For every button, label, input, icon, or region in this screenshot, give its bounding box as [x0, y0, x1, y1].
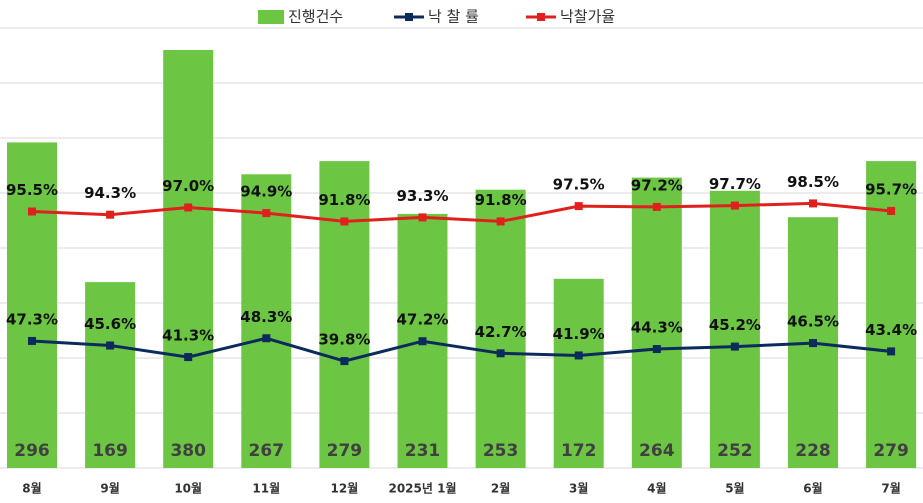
- bar: [475, 189, 526, 468]
- line-value-label: 94.9%: [240, 183, 292, 201]
- x-tick-label: 10월: [174, 481, 202, 496]
- legend-label: 낙찰가율: [560, 8, 615, 26]
- line-marker: [652, 345, 661, 354]
- line: [31, 336, 892, 363]
- bar-value-label: 252: [717, 441, 753, 461]
- line-value-label: 45.2%: [709, 316, 761, 334]
- line-value-label: 42.7%: [475, 323, 527, 341]
- x-tick-label: 7월: [881, 481, 900, 496]
- bar-value-label: 264: [639, 441, 675, 461]
- line-marker: [574, 351, 583, 360]
- bar-value-label: 253: [483, 441, 519, 461]
- bar: [319, 161, 370, 468]
- legend-swatch: [258, 10, 284, 24]
- line-value-label: 41.3%: [162, 327, 214, 345]
- line-value-label: 97.2%: [631, 176, 683, 194]
- bar-value-label: 279: [873, 441, 909, 461]
- line-marker: [730, 342, 739, 351]
- x-tick-label: 4월: [647, 481, 666, 496]
- line-marker: [809, 339, 817, 348]
- bar: [241, 174, 292, 469]
- bar-value-label: 172: [561, 441, 597, 461]
- line-marker: [496, 217, 505, 226]
- bar: [163, 50, 214, 468]
- legend-marker: [405, 13, 413, 21]
- line-marker: [106, 210, 115, 219]
- x-tick-label: 5월: [725, 481, 744, 496]
- x-tick-label: 8월: [22, 481, 41, 496]
- line-marker: [106, 341, 115, 350]
- line-value-label: 46.5%: [787, 313, 839, 331]
- line-marker: [262, 334, 271, 343]
- line-value-label: 91.8%: [318, 191, 370, 209]
- bar-value-label: 228: [795, 441, 831, 461]
- line-value-label: 97.5%: [553, 176, 605, 194]
- line-value-label: 47.3%: [6, 310, 58, 328]
- bar: [7, 142, 57, 468]
- bar-value-label: 296: [14, 441, 50, 461]
- line-marker: [887, 206, 896, 215]
- line-marker: [184, 353, 193, 362]
- line-value-label: 43.4%: [865, 321, 917, 339]
- x-tick-label: 2월: [491, 481, 510, 496]
- line-value-label: 95.7%: [865, 180, 917, 198]
- line-marker: [496, 349, 505, 358]
- x-tick-label: 9월: [100, 481, 119, 496]
- legend-label: 낙 찰 률: [428, 8, 479, 26]
- bar-value-label: 279: [327, 441, 363, 461]
- bar: [709, 190, 760, 469]
- line-value-label: 48.3%: [240, 308, 292, 326]
- line-value-label: 91.8%: [475, 191, 527, 209]
- bar-value-label: 231: [405, 441, 441, 461]
- line-marker: [887, 347, 896, 356]
- bar: [631, 177, 682, 468]
- legend-label: 진행건수: [288, 8, 343, 26]
- line-value-label: 98.5%: [787, 173, 839, 191]
- bar-value-label: 267: [249, 441, 285, 461]
- x-tick-label: 6월: [803, 481, 822, 496]
- line-value-label: 39.8%: [318, 331, 370, 349]
- bar-value-label: 380: [170, 441, 206, 461]
- x-tick-label: 12월: [331, 481, 359, 496]
- line-marker: [340, 357, 349, 366]
- line-value-label: 95.5%: [6, 181, 58, 199]
- bar: [553, 278, 604, 468]
- line-marker: [730, 201, 739, 210]
- line-value-label: 41.9%: [553, 325, 605, 343]
- line-marker: [809, 199, 817, 208]
- x-tick-label: 2025년 1월: [388, 481, 456, 496]
- bar: [85, 282, 136, 468]
- line-value-label: 45.6%: [84, 315, 136, 333]
- line-marker: [28, 207, 36, 216]
- line-marker: [418, 337, 427, 346]
- line-value-label: 47.2%: [396, 311, 448, 329]
- legend-marker: [537, 13, 545, 21]
- line-value-label: 44.3%: [631, 319, 683, 337]
- line-value-label: 93.3%: [396, 187, 448, 205]
- line-marker: [28, 336, 36, 345]
- line-marker: [340, 217, 349, 226]
- line-value-label: 97.7%: [709, 175, 761, 193]
- line-value-label: 97.0%: [162, 177, 214, 195]
- line-marker: [574, 202, 583, 211]
- bar-value-label: 169: [92, 441, 128, 461]
- x-tick-label: 3월: [569, 481, 588, 496]
- line: [31, 201, 892, 223]
- line-marker: [262, 209, 271, 218]
- line-marker: [418, 213, 427, 222]
- line-value-label: 94.3%: [84, 184, 136, 202]
- line-marker: [184, 203, 193, 212]
- x-tick-label: 11월: [252, 481, 280, 496]
- line-marker: [652, 202, 661, 211]
